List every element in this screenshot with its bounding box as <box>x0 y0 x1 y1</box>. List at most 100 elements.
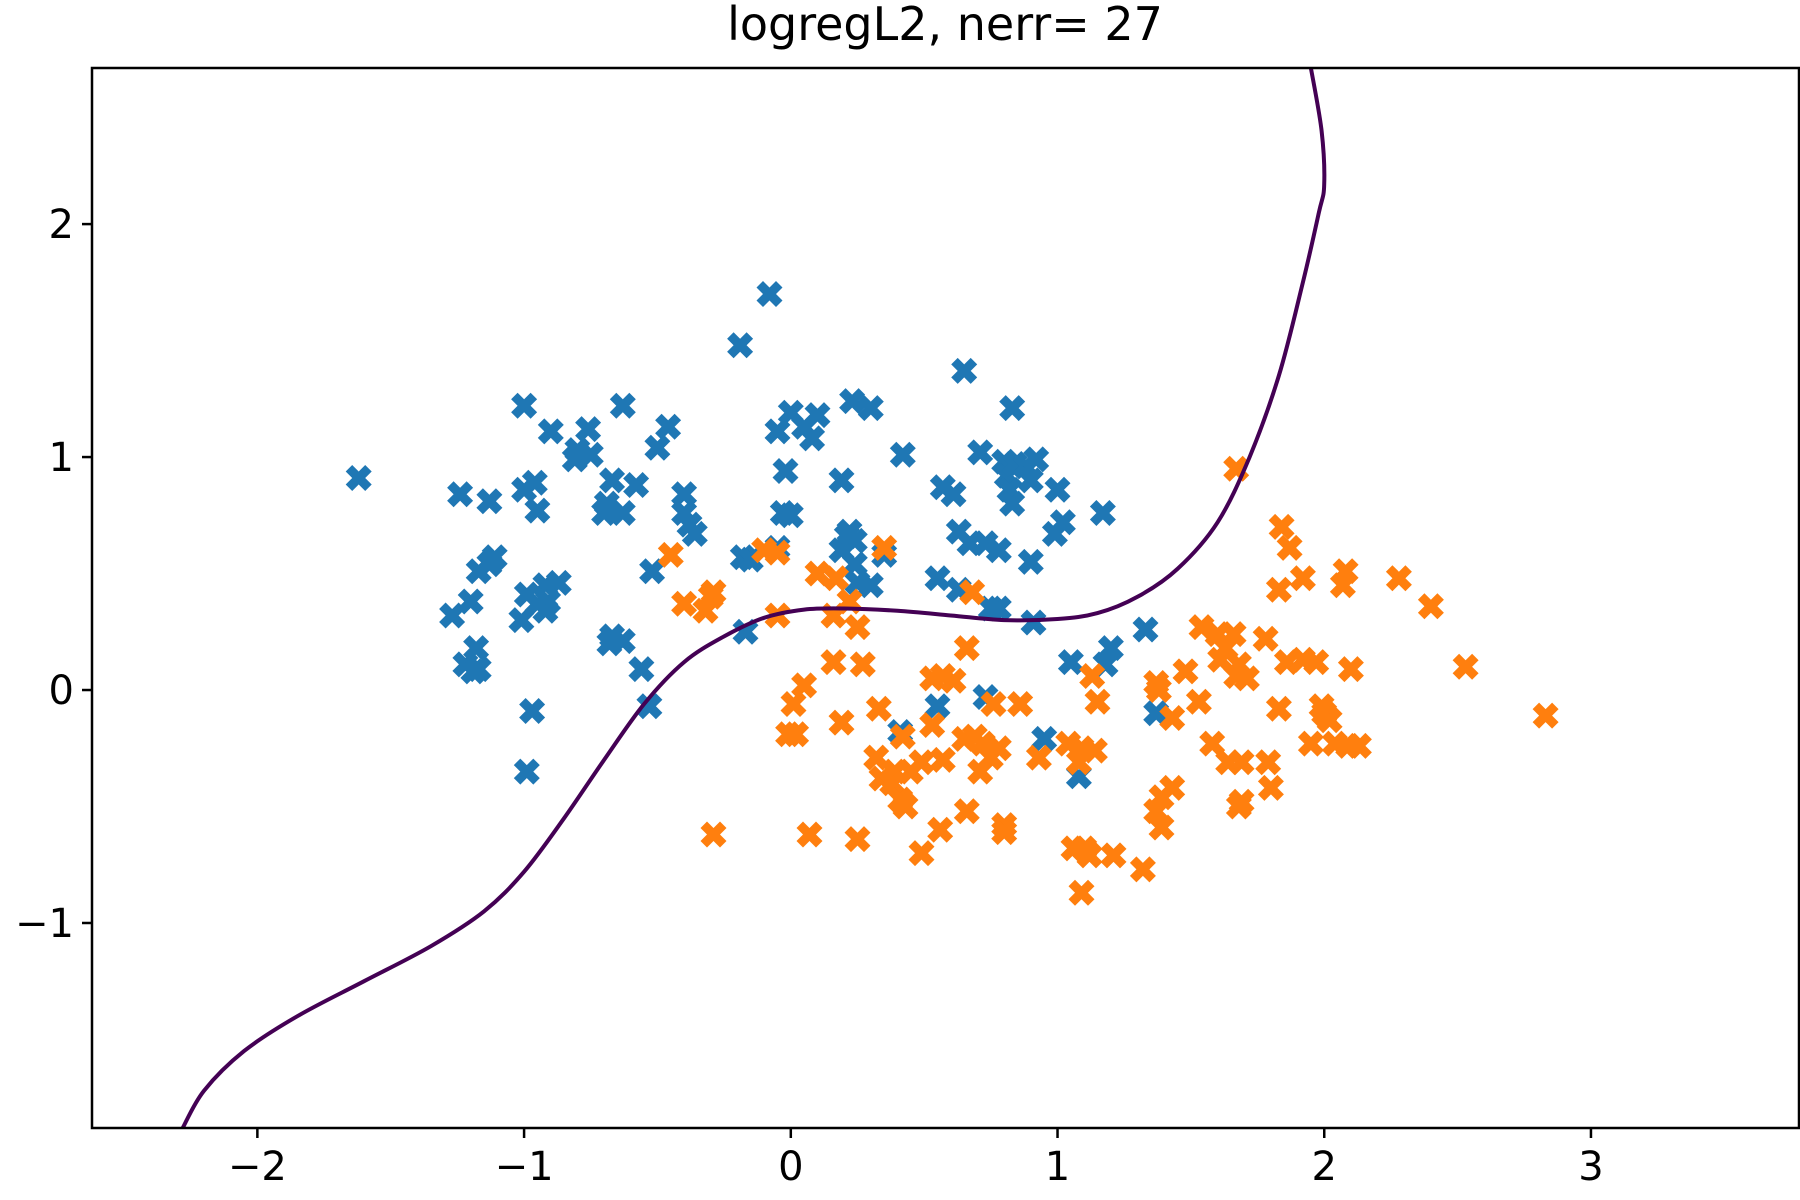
data-point <box>1057 649 1084 676</box>
data-point <box>439 602 466 629</box>
data-point <box>1303 649 1330 676</box>
data-point <box>951 357 978 384</box>
data-point <box>575 416 602 443</box>
data-point <box>980 691 1007 717</box>
data-point <box>609 500 636 526</box>
x-tick-label: 2 <box>1312 1144 1337 1190</box>
data-point <box>1159 705 1186 731</box>
data-point <box>772 458 799 484</box>
data-point <box>537 418 564 445</box>
data-point <box>764 418 791 445</box>
data-point <box>1017 548 1044 575</box>
data-point <box>999 490 1026 517</box>
data-point <box>1289 565 1316 592</box>
data-point <box>655 413 682 440</box>
data-point <box>820 649 847 676</box>
y-tick-label: 0 <box>49 668 74 714</box>
data-point <box>1081 737 1108 764</box>
data-point <box>1044 476 1071 503</box>
data-point <box>636 693 663 720</box>
data-point <box>524 497 551 524</box>
data-point <box>1097 635 1124 662</box>
data-point <box>1220 621 1247 648</box>
data-point <box>1265 695 1292 722</box>
data-point <box>985 537 1012 564</box>
series-1 <box>657 455 1559 906</box>
data-point <box>924 693 951 720</box>
y-tick-label: 1 <box>49 435 74 481</box>
data-point <box>796 821 823 848</box>
data-point <box>732 618 759 645</box>
data-point <box>1452 653 1479 680</box>
y-axis: −1 0 1 2 <box>15 202 92 947</box>
data-point <box>1188 614 1215 641</box>
data-point <box>508 607 535 634</box>
data-point <box>609 628 636 655</box>
data-point <box>857 572 884 599</box>
data-point <box>1532 702 1559 729</box>
data-point <box>681 520 708 547</box>
data-point <box>345 465 372 491</box>
data-point <box>671 590 698 617</box>
plot-frame <box>90 66 1800 1130</box>
data-point <box>609 392 636 419</box>
data-point <box>799 425 826 452</box>
data-point <box>1148 814 1175 841</box>
data-point <box>940 481 967 508</box>
data-point <box>892 793 919 820</box>
chart-title: logregL2, nerr= 27 <box>727 0 1163 51</box>
data-point <box>999 395 1026 422</box>
data-point <box>1079 663 1106 689</box>
data-point <box>967 439 994 466</box>
y-tick-label: 2 <box>49 202 74 248</box>
decision-boundary <box>180 68 1327 1128</box>
data-point <box>1143 670 1170 696</box>
data-point <box>532 597 559 624</box>
data-point <box>1100 842 1127 869</box>
data-point <box>764 539 791 566</box>
data-point <box>791 672 818 699</box>
data-point <box>985 595 1012 622</box>
data-point <box>1185 688 1212 715</box>
data-point <box>1199 730 1226 757</box>
data-point <box>857 395 884 422</box>
data-point <box>839 388 866 415</box>
data-point <box>1268 513 1295 540</box>
data-point <box>967 758 994 785</box>
x-tick-label: −1 <box>495 1144 554 1190</box>
data-point <box>1017 467 1044 494</box>
data-point <box>1025 744 1052 771</box>
data-point <box>623 472 650 498</box>
data-point <box>889 723 916 750</box>
data-point <box>1023 446 1050 473</box>
data-point <box>927 816 954 843</box>
data-point <box>1041 520 1068 547</box>
data-point <box>953 798 980 825</box>
data-point <box>1385 565 1412 592</box>
data-point <box>863 744 890 771</box>
data-point <box>1129 856 1156 883</box>
data-point <box>447 481 474 508</box>
data-point <box>644 434 671 461</box>
data-point <box>1255 749 1282 776</box>
scatter-points <box>345 281 1559 906</box>
data-point <box>1076 842 1103 869</box>
data-point <box>463 635 490 662</box>
data-point <box>828 467 855 494</box>
data-point <box>929 746 956 773</box>
data-point <box>1089 500 1116 526</box>
data-point <box>639 558 666 585</box>
data-point <box>844 614 871 641</box>
boundary-line <box>180 68 1327 1128</box>
data-point <box>577 441 604 468</box>
data-point <box>908 840 935 867</box>
data-point <box>953 635 980 662</box>
data-point <box>841 551 868 578</box>
data-point <box>457 588 484 615</box>
data-point <box>756 281 783 307</box>
data-point <box>1132 616 1159 643</box>
data-point <box>924 565 951 592</box>
data-point <box>820 602 847 629</box>
x-tick-label: 3 <box>1578 1144 1603 1190</box>
data-point <box>476 488 503 515</box>
